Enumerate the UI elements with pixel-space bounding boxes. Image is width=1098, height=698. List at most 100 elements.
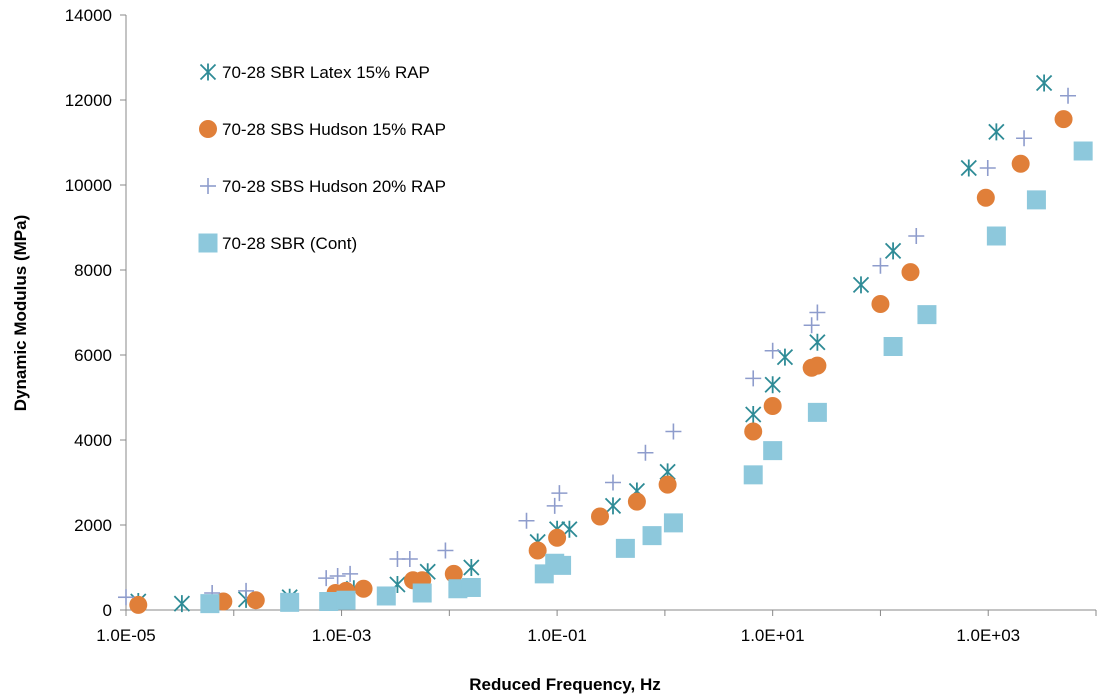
data-point	[200, 594, 220, 614]
x-tick-label: 1.0E-01	[527, 626, 587, 645]
data-point	[744, 422, 763, 441]
data-point	[745, 370, 762, 387]
data-point	[627, 492, 646, 511]
legend-marker	[200, 178, 216, 194]
data-point	[319, 592, 339, 611]
data-point	[764, 342, 781, 359]
data-point	[604, 497, 622, 515]
legend-marker	[199, 63, 217, 81]
data-point	[871, 295, 890, 313]
y-tick-label: 8000	[74, 261, 112, 280]
data-point	[986, 226, 1006, 246]
data-point	[1016, 130, 1033, 147]
legend-label: 70-28 SBR Latex 15% RAP	[222, 63, 430, 82]
legend-item: 70-28 SBR (Cont)	[198, 233, 357, 253]
data-point	[546, 497, 563, 514]
data-point	[129, 595, 148, 614]
y-tick-label: 0	[103, 601, 112, 620]
y-tick-label: 14000	[65, 6, 112, 25]
data-point	[238, 582, 255, 599]
y-tick-labels: 0 2000 4000 6000 8000 10000 12000 14000	[65, 6, 112, 620]
legend-item: 70-28 SBS Hudson 15% RAP	[199, 120, 446, 139]
series-4	[200, 141, 1093, 614]
data-point	[745, 406, 762, 423]
data-point	[1011, 154, 1030, 173]
axes	[120, 14, 1097, 616]
legend-item: 70-28 SBR Latex 15% RAP	[199, 63, 430, 82]
x-tick-label: 1.0E-03	[312, 626, 372, 645]
legend-marker	[199, 120, 217, 138]
data-point	[604, 474, 621, 491]
data-point	[552, 555, 572, 575]
data-point	[461, 577, 481, 597]
data-point	[318, 570, 335, 587]
data-point	[329, 568, 346, 584]
data-point	[908, 228, 925, 244]
data-point	[342, 565, 359, 582]
data-point	[246, 591, 265, 610]
series-1	[130, 74, 1053, 613]
data-point	[663, 513, 683, 533]
data-point	[401, 551, 418, 567]
data-point	[354, 579, 373, 598]
legend-marker	[198, 233, 218, 253]
data-point	[809, 333, 826, 351]
data-marks	[118, 74, 1093, 614]
data-point	[336, 590, 356, 610]
data-point	[803, 317, 820, 334]
x-tick-label: 1.0E-05	[96, 626, 156, 645]
data-point	[591, 507, 610, 526]
legend-item: 70-28 SBS Hudson 20% RAP	[200, 177, 446, 196]
data-point	[412, 583, 432, 603]
data-point	[884, 242, 902, 260]
legend-label: 70-28 SBS Hudson 20% RAP	[222, 177, 446, 196]
legend-label: 70-28 SBR (Cont)	[222, 234, 357, 253]
data-point	[658, 475, 677, 494]
data-point	[463, 559, 480, 576]
x-tick-labels: 1.0E-05 1.0E-03 1.0E-01 1.0E+01 1.0E+03	[96, 626, 1020, 645]
legend: 70-28 SBR Latex 15% RAP 70-28 SBS Hudson …	[198, 63, 446, 253]
y-axis-title: Dynamic Modulus (MPa)	[11, 215, 30, 411]
data-point	[437, 542, 454, 559]
y-tick-label: 4000	[74, 431, 112, 450]
data-point	[637, 444, 654, 461]
y-tick-label: 2000	[74, 516, 112, 535]
x-tick-label: 1.0E+03	[956, 626, 1020, 645]
y-tick-label: 6000	[74, 346, 112, 365]
legend-label: 70-28 SBS Hudson 15% RAP	[222, 120, 446, 139]
data-point	[665, 423, 682, 440]
data-point	[743, 465, 763, 485]
data-point	[917, 305, 937, 325]
data-point	[615, 538, 635, 558]
data-point	[807, 402, 827, 422]
data-point	[642, 526, 662, 546]
data-point	[1073, 141, 1093, 161]
data-point	[872, 257, 889, 274]
data-point	[528, 541, 547, 560]
data-point	[518, 512, 535, 529]
y-tick-label: 12000	[65, 91, 112, 110]
data-point	[173, 595, 191, 613]
data-point	[988, 123, 1005, 141]
data-point	[852, 276, 870, 294]
x-tick-label: 1.0E+01	[741, 626, 805, 645]
data-point	[979, 160, 996, 176]
data-point	[763, 397, 782, 415]
data-point	[809, 304, 826, 321]
data-point	[763, 441, 783, 461]
series-3	[118, 87, 1077, 606]
data-point	[808, 356, 827, 375]
data-point	[118, 589, 134, 606]
data-point	[1026, 190, 1046, 210]
data-point	[1035, 74, 1053, 92]
data-point	[960, 159, 977, 177]
data-point	[444, 564, 463, 583]
data-point	[776, 348, 794, 366]
data-point	[1054, 110, 1073, 129]
data-point	[376, 586, 396, 606]
data-point	[548, 528, 567, 547]
data-point	[976, 188, 995, 207]
x-axis-title: Reduced Frequency, Hz	[469, 675, 660, 694]
data-point	[551, 485, 568, 502]
